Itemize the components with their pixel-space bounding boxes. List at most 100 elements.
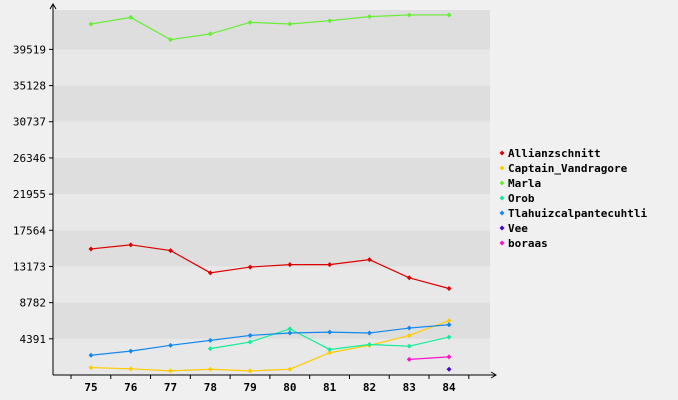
series-vee: [446, 366, 452, 372]
data-point: [207, 270, 213, 276]
data-point: [88, 246, 94, 252]
series-lines: [88, 12, 452, 374]
data-point: [366, 342, 372, 348]
y-axis-ticks: 4391 8782 13173 17564 21955 26346 30737 35128 39…: [13, 43, 53, 346]
legend-item: Allianzschnitt: [499, 147, 601, 160]
data-point: [168, 368, 174, 374]
data-point: [287, 21, 293, 27]
data-point: [287, 330, 293, 336]
legend-marker: [499, 210, 505, 216]
grid-band: [53, 230, 490, 267]
grid-band: [53, 302, 490, 339]
series-orob: [207, 326, 452, 352]
x-tick-label: 77: [164, 381, 177, 394]
data-point: [327, 350, 333, 356]
data-point: [327, 329, 333, 335]
data-point: [446, 334, 452, 340]
x-tick-label: 84: [442, 381, 456, 394]
legend-label: Marla: [508, 177, 541, 190]
legend-label: Vee: [508, 222, 528, 235]
y-tick-label: 13173: [13, 260, 46, 273]
data-point: [327, 262, 333, 268]
x-tick-label: 76: [124, 381, 138, 394]
data-point: [128, 366, 134, 372]
data-point: [168, 342, 174, 348]
legend-marker: [499, 180, 505, 186]
legend-label: Allianzschnitt: [508, 147, 601, 160]
data-point: [406, 275, 412, 281]
data-point: [406, 12, 412, 18]
data-point: [168, 248, 174, 254]
legend-item: Captain_Vandragore: [499, 162, 628, 175]
data-point: [406, 343, 412, 349]
data-point: [287, 326, 293, 332]
grid-bands: [53, 10, 490, 375]
legend-item: Tlahuizcalpantecuhtli: [499, 207, 647, 220]
series-line: [90, 320, 450, 372]
x-tick-label: 83: [403, 381, 416, 394]
data-point: [247, 19, 253, 25]
data-point: [247, 332, 253, 338]
grid-band: [53, 49, 490, 86]
data-point: [446, 322, 452, 328]
data-point: [406, 325, 412, 331]
x-tick-label: 79: [243, 381, 256, 394]
series-line: [90, 244, 450, 290]
x-tick-label: 82: [363, 381, 376, 394]
data-point: [207, 31, 213, 37]
grid-band: [53, 194, 490, 231]
y-tick-label: 30737: [13, 116, 46, 129]
data-point: [406, 332, 412, 338]
data-point: [446, 354, 452, 360]
data-point: [247, 368, 253, 374]
legend: Allianzschnitt Captain_Vandragore Marla Oro…: [499, 147, 647, 250]
data-point: [247, 339, 253, 345]
x-axis-arrow: [490, 371, 497, 379]
data-point: [287, 366, 293, 372]
grid-band: [53, 10, 490, 50]
y-tick-label: 21955: [13, 188, 46, 201]
series-line: [409, 356, 450, 360]
legend-item: Orob: [499, 192, 535, 205]
data-point: [287, 262, 293, 268]
data-point: [366, 14, 372, 20]
series-allianzschnitt: [88, 242, 452, 291]
y-tick-label: 39519: [13, 43, 46, 56]
data-point: [446, 318, 452, 324]
data-point: [207, 337, 213, 343]
legend-marker: [499, 165, 505, 171]
data-point: [207, 366, 213, 372]
data-point: [366, 330, 372, 336]
data-point: [128, 14, 134, 20]
legend-marker: [499, 150, 505, 156]
y-axis-arrow: [49, 3, 57, 10]
series-captain-vandragore: [88, 318, 452, 374]
series-line: [90, 14, 450, 41]
grid-band: [53, 157, 490, 195]
data-point: [247, 264, 253, 270]
data-point: [88, 21, 94, 27]
x-tick-label: 78: [204, 381, 217, 394]
data-point: [327, 18, 333, 24]
series-line: [90, 324, 450, 356]
legend-item: Marla: [499, 177, 541, 190]
data-point: [168, 37, 174, 43]
legend-marker: [499, 225, 505, 231]
legend-marker: [499, 240, 505, 246]
data-point: [128, 242, 134, 248]
legend-item: boraas: [499, 237, 548, 250]
data-point: [88, 352, 94, 358]
y-tick-label: 26346: [13, 152, 46, 165]
data-point: [88, 365, 94, 371]
x-tick-label: 80: [283, 381, 296, 394]
x-tick-label: 75: [84, 381, 97, 394]
series-tlahuizcalpantecuhtli: [88, 322, 452, 358]
data-point: [446, 285, 452, 291]
legend-label: Captain_Vandragore: [508, 162, 628, 175]
y-tick-label: 35128: [13, 80, 46, 93]
data-point: [446, 12, 452, 18]
grid-band: [53, 121, 490, 158]
legend-item: Vee: [499, 222, 528, 235]
